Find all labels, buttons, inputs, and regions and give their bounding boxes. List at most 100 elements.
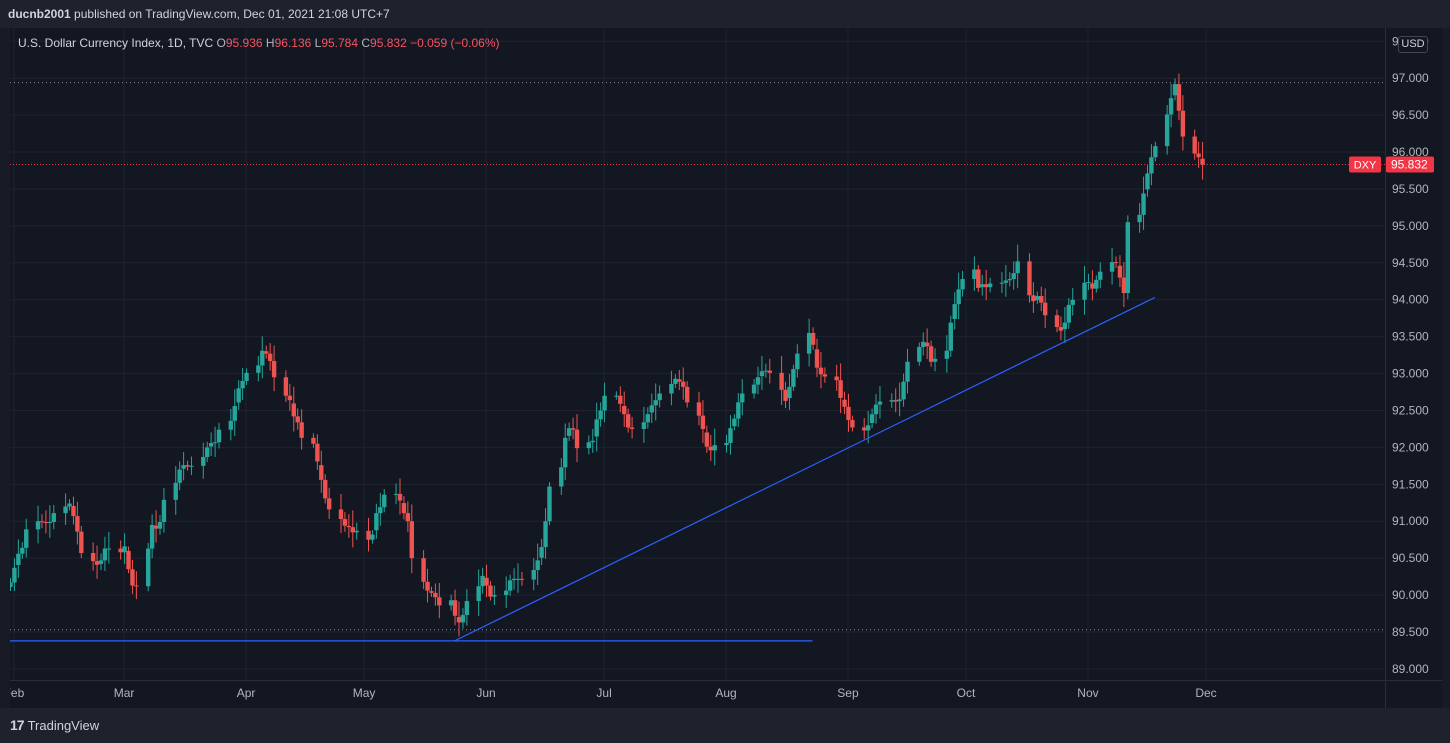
time-tick-label: May — [353, 686, 376, 700]
candle — [783, 381, 788, 409]
candle-body — [295, 416, 300, 423]
candle-body — [708, 446, 713, 451]
candle — [574, 414, 580, 463]
candle — [63, 493, 68, 525]
price-tick-label: 90.000 — [1392, 588, 1429, 602]
candle-body — [75, 516, 80, 532]
candle — [622, 391, 627, 428]
candle — [1153, 141, 1158, 162]
price-tick-label: 97.000 — [1392, 71, 1429, 85]
close-label: C — [361, 36, 371, 50]
chart-frame[interactable]: 89.000 89.500 90.000 90.500 91.000 91.500 92.0… — [10, 28, 1442, 708]
candle-body — [956, 289, 961, 305]
candle — [480, 567, 485, 594]
candle — [291, 386, 296, 432]
time-tick-label: Mar — [114, 686, 135, 700]
time-tick-label: Apr — [237, 686, 256, 700]
author-name[interactable]: ducnb2001 — [8, 7, 71, 21]
candle — [822, 367, 828, 383]
candle-body — [350, 527, 355, 533]
time-tick-label: Feb — [10, 686, 25, 700]
candle-body — [106, 548, 112, 550]
candle — [956, 272, 961, 320]
candle-body — [1086, 282, 1091, 284]
candle-body — [1090, 283, 1095, 289]
candle-body — [43, 522, 49, 524]
candle-body — [98, 560, 104, 564]
candle — [370, 530, 375, 544]
high-label: H — [265, 36, 275, 50]
candle-body — [574, 429, 580, 449]
candle — [515, 563, 521, 593]
candle — [740, 379, 745, 416]
candle-body — [283, 377, 289, 396]
candle-body — [271, 361, 277, 378]
candle-body — [370, 534, 375, 540]
candle-body — [763, 370, 769, 372]
candle-body — [563, 437, 568, 468]
candle — [271, 345, 277, 392]
candle — [806, 318, 812, 367]
last-price-tag-text: 95.832 — [1391, 157, 1428, 171]
candle — [1137, 202, 1142, 233]
price-tick-label: 90.500 — [1392, 551, 1429, 565]
candle — [319, 450, 324, 493]
candle — [189, 456, 194, 476]
candle-body — [791, 369, 796, 387]
candle — [932, 348, 938, 372]
candle-body — [1098, 271, 1103, 280]
tradingview-logo[interactable]: 17 TradingView — [10, 717, 99, 733]
candle-body — [901, 381, 906, 400]
candle-body — [873, 404, 879, 415]
candle-body — [16, 553, 21, 565]
candle — [51, 505, 56, 530]
candle — [236, 380, 241, 410]
candle — [1007, 272, 1012, 287]
candle-body — [177, 469, 182, 483]
price-tick-label: 91.500 — [1392, 477, 1429, 491]
candle — [559, 457, 564, 495]
price-chart[interactable]: 89.000 89.500 90.000 90.500 91.000 91.500 92.0… — [10, 28, 1442, 708]
candle — [208, 432, 214, 457]
candle — [980, 274, 985, 296]
candle-body — [724, 442, 729, 446]
candle-body — [326, 498, 332, 510]
candle — [736, 393, 741, 428]
time-tick-label: Dec — [1195, 686, 1216, 700]
candle-body — [323, 479, 328, 499]
candle-body — [79, 531, 84, 553]
candle-body — [838, 380, 843, 398]
candle — [728, 415, 733, 455]
candle-body — [917, 346, 922, 362]
price-tick-label: 96.000 — [1392, 145, 1429, 159]
publication-info-bar: ducnb2001 published on TradingView.com, … — [0, 0, 1450, 28]
candle — [960, 270, 965, 297]
candle — [260, 336, 265, 379]
candle-body — [767, 370, 772, 373]
candle — [283, 370, 289, 402]
tradingview-logo-icon: 17 — [10, 717, 25, 733]
candle-body — [185, 465, 190, 467]
candle — [43, 510, 49, 534]
currency-badge[interactable]: USD — [1398, 36, 1428, 53]
candle — [342, 512, 348, 532]
candle-body — [504, 590, 509, 596]
candle-body — [897, 399, 902, 402]
candle — [149, 514, 155, 559]
candle — [944, 335, 950, 373]
candle — [547, 482, 552, 526]
candle — [952, 292, 957, 330]
candle-body — [1164, 114, 1170, 147]
candle — [795, 344, 800, 378]
symbol-title[interactable]: U.S. Dollar Currency Index, 1D, TVC — [18, 36, 214, 50]
candle — [921, 332, 926, 356]
candle-body — [511, 578, 517, 581]
candle — [118, 540, 123, 560]
candle-body — [267, 353, 273, 362]
candle-body — [216, 429, 222, 443]
candle — [106, 531, 112, 564]
candle-body — [319, 465, 324, 480]
candle-body — [905, 361, 910, 382]
candle — [157, 515, 163, 535]
candle — [315, 434, 320, 470]
